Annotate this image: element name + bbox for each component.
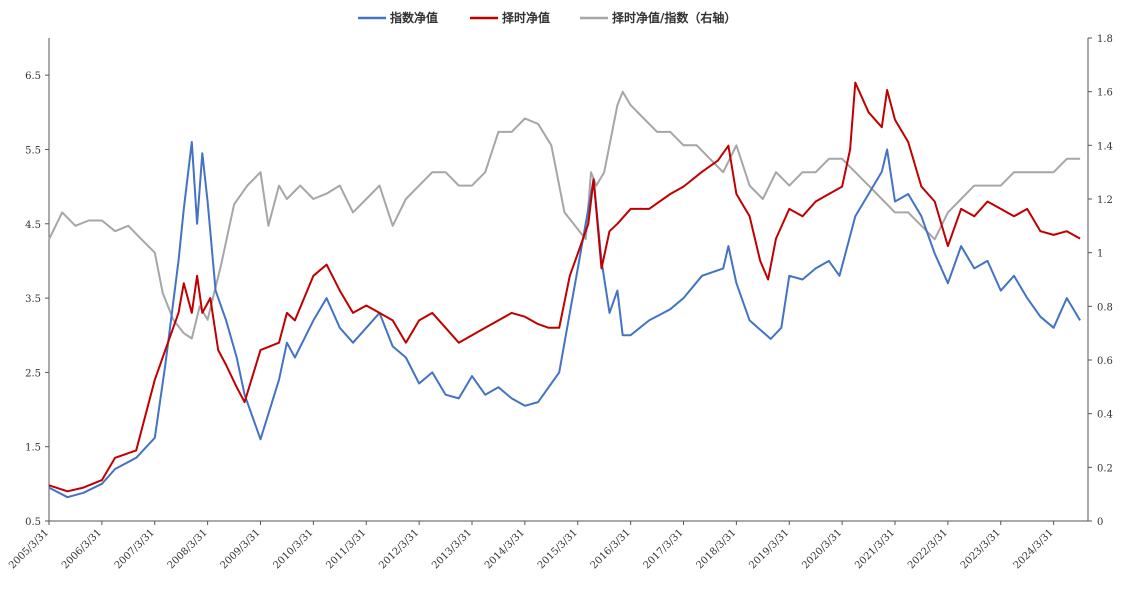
x-tick-label: 2012/3/31	[377, 527, 421, 571]
x-tick-label: 2024/3/31	[1012, 527, 1056, 571]
y-right-tick-label: 0.8	[1097, 302, 1113, 313]
y-right-tick-label: 1.6	[1097, 88, 1113, 99]
x-tick-label: 2007/3/31	[113, 527, 157, 571]
x-tick-label: 2021/3/31	[853, 527, 897, 571]
series-line	[48, 90, 1081, 340]
y-right-tick-label: 0	[1097, 517, 1103, 528]
legend-label: 择时净值	[502, 10, 550, 25]
x-tick-label: 2018/3/31	[694, 527, 738, 571]
x-tick-label: 2010/3/31	[271, 527, 315, 571]
y-right-tick-label: 1.2	[1097, 195, 1113, 206]
x-tick-label: 2005/3/31	[7, 527, 51, 571]
x-tick-label: 2023/3/31	[959, 527, 1003, 571]
y-right-tick-label: 1.4	[1097, 141, 1113, 152]
legend: 指数净值 择时净值 择时净值/指数（右轴）	[358, 10, 736, 25]
x-tick-label: 2016/3/31	[589, 527, 633, 571]
y-left-tick-label: 4.5	[25, 220, 41, 231]
x-tick-label: 2020/3/31	[800, 527, 844, 571]
legend-label: 择时净值/指数（右轴）	[612, 10, 736, 25]
y-right-tick-label: 1	[1097, 249, 1103, 260]
x-tick-label: 2013/3/31	[430, 527, 474, 571]
y-right-tick-label: 0.6	[1097, 356, 1113, 367]
y-left-tick-label: 1.5	[25, 443, 41, 454]
series-layer	[48, 81, 1081, 499]
x-tick-label: 2011/3/31	[324, 527, 368, 571]
y-left-tick-label: 3.5	[25, 294, 41, 305]
y-left-tick-label: 0.5	[25, 517, 41, 528]
y-left-tick-label: 6.5	[25, 71, 41, 82]
x-tick-label: 2006/3/31	[60, 527, 104, 571]
x-tick-label: 2017/3/31	[642, 527, 686, 571]
y-left-tick-label: 2.5	[25, 368, 41, 379]
series-line	[48, 141, 1081, 499]
x-tick-label: 2014/3/31	[483, 527, 527, 571]
x-tick-label: 2019/3/31	[747, 527, 791, 571]
x-tick-label: 2008/3/31	[166, 527, 210, 571]
x-tick-label: 2022/3/31	[906, 527, 950, 571]
y-right-tick-label: 0.4	[1097, 410, 1113, 421]
x-tick-label: 2009/3/31	[219, 527, 263, 571]
x-tick-label: 2015/3/31	[536, 527, 580, 571]
series-line	[48, 81, 1081, 493]
legend-label: 指数净值	[390, 10, 438, 25]
y-left-tick-label: 5.5	[25, 145, 41, 156]
y-right-tick-label: 1.8	[1097, 34, 1113, 45]
y-right-tick-label: 0.2	[1097, 463, 1113, 474]
